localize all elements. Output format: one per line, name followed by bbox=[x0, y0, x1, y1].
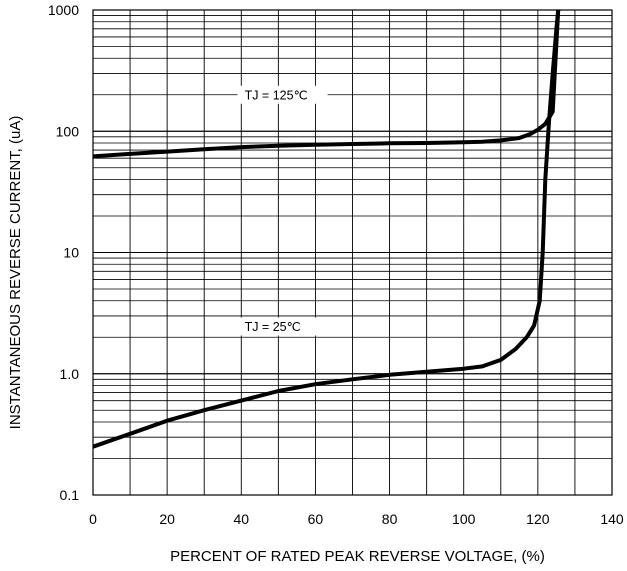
y-axis-tick-labels: 0.1 1.0 10 100 1000 bbox=[48, 2, 79, 503]
x-tick-label: 140 bbox=[600, 511, 624, 527]
x-tick-label: 120 bbox=[526, 511, 550, 527]
series-line-tj-125c bbox=[92, 9, 561, 159]
annotations: TJ = 125℃ TJ = 25℃ bbox=[237, 85, 328, 336]
y-tick-label: 1000 bbox=[48, 2, 79, 18]
x-tick-label: 100 bbox=[452, 511, 476, 527]
x-tick-label: 40 bbox=[233, 511, 249, 527]
x-tick-label: 80 bbox=[382, 511, 398, 527]
x-tick-label: 0 bbox=[89, 511, 97, 527]
y-tick-label: 0.1 bbox=[60, 487, 80, 503]
y-axis-title: INSTANTANEOUS REVERSE CURRENT, (uA) bbox=[7, 116, 24, 430]
plot-area-frame bbox=[92, 9, 613, 496]
x-axis-title: PERCENT OF RATED PEAK REVERSE VOLTAGE, (… bbox=[170, 548, 545, 565]
series-line-tj-25c bbox=[92, 9, 561, 449]
annotation-background bbox=[237, 317, 328, 336]
annotation-background bbox=[237, 85, 328, 104]
y-tick-label: 10 bbox=[63, 245, 79, 261]
y-tick-label: 1.0 bbox=[60, 366, 80, 382]
series-annotation-label: TJ = 25℃ bbox=[245, 320, 301, 334]
x-tick-label: 20 bbox=[159, 511, 175, 527]
data-series bbox=[92, 9, 561, 449]
x-axis-tick-labels: 0 20 40 60 80 100 120 140 bbox=[89, 511, 624, 527]
series-annotation-label: TJ = 125℃ bbox=[245, 88, 308, 102]
y-tick-label: 100 bbox=[56, 123, 80, 139]
x-tick-label: 60 bbox=[308, 511, 324, 527]
